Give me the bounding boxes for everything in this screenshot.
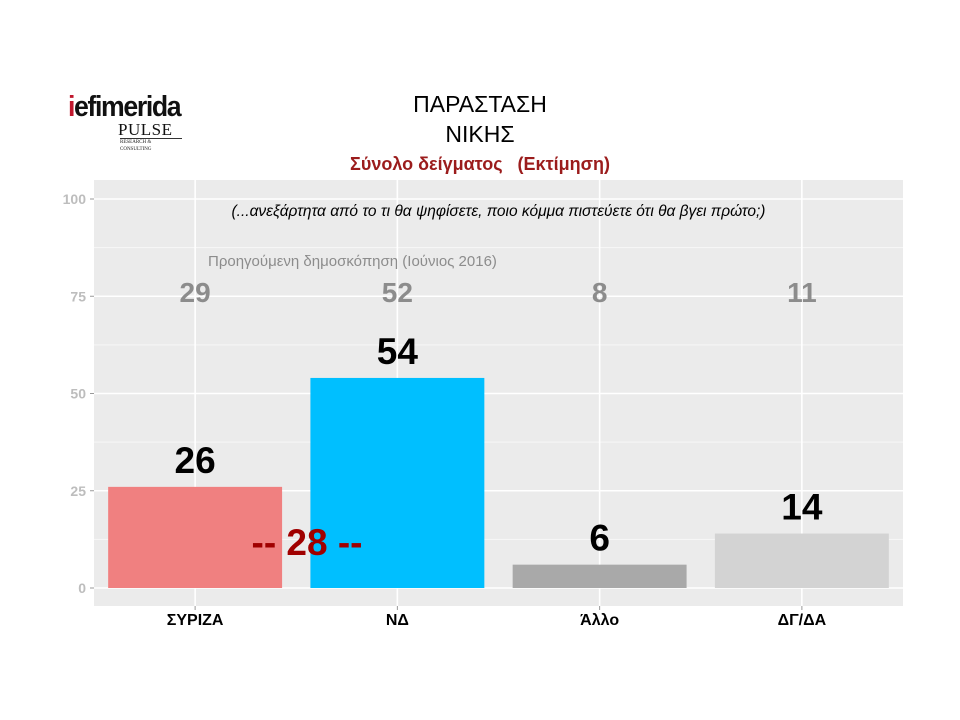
bar-value-label: 26 [175, 440, 216, 481]
chart-subtitle: Σύνολο δείγματος (Εκτίμηση) [350, 154, 610, 174]
bar-value-label: 6 [589, 518, 610, 559]
logo-name-rest: efimerida [74, 91, 182, 123]
previous-poll-caption: Προηγούμενη δημοσκόπηση (Ιούνιος 2016) [208, 253, 497, 270]
pulse-tagline: RESEARCH & CONSULTING [120, 138, 182, 153]
bar-value-label: 14 [781, 487, 823, 528]
y-tick-label: 0 [78, 580, 86, 596]
x-tick-label: Άλλο [580, 612, 619, 629]
previous-value-label: 52 [382, 277, 413, 308]
iefimerida-pulse-logo: iefimerida PULSE RESEARCH & CONSULTING [68, 92, 188, 153]
bar [108, 486, 283, 588]
y-tick-label: 75 [70, 288, 86, 304]
y-tick-label: 25 [70, 483, 86, 499]
pulse-wordmark: PULSE [118, 120, 173, 139]
chart-title-line1: ΠΑΡΑΣΤΑΣΗ [413, 91, 547, 117]
bar [512, 564, 687, 588]
x-tick-label: ΝΔ [386, 612, 409, 629]
y-tick-label: 50 [70, 386, 86, 402]
y-tick-label: 100 [63, 191, 87, 207]
x-tick-label: ΣΥΡΙΖΑ [167, 612, 224, 629]
difference-annotation: -- 28 -- [252, 522, 363, 563]
previous-value-label: 29 [180, 277, 211, 308]
bar [310, 377, 485, 588]
chart-title-line2: ΝΙΚΗΣ [445, 121, 515, 147]
previous-value-label: 8 [592, 277, 608, 308]
iefimerida-wordmark: iefimerida [68, 91, 182, 123]
logo-accent-letter: i [68, 91, 75, 123]
x-tick-label: ΔΓ/ΔΑ [778, 612, 827, 629]
previous-value-label: 11 [787, 277, 817, 308]
question-text: (...ανεξάρτητα από το τι θα ψηφίσετε, πο… [232, 203, 766, 220]
bar-value-label: 54 [377, 331, 419, 372]
bar [714, 533, 889, 588]
